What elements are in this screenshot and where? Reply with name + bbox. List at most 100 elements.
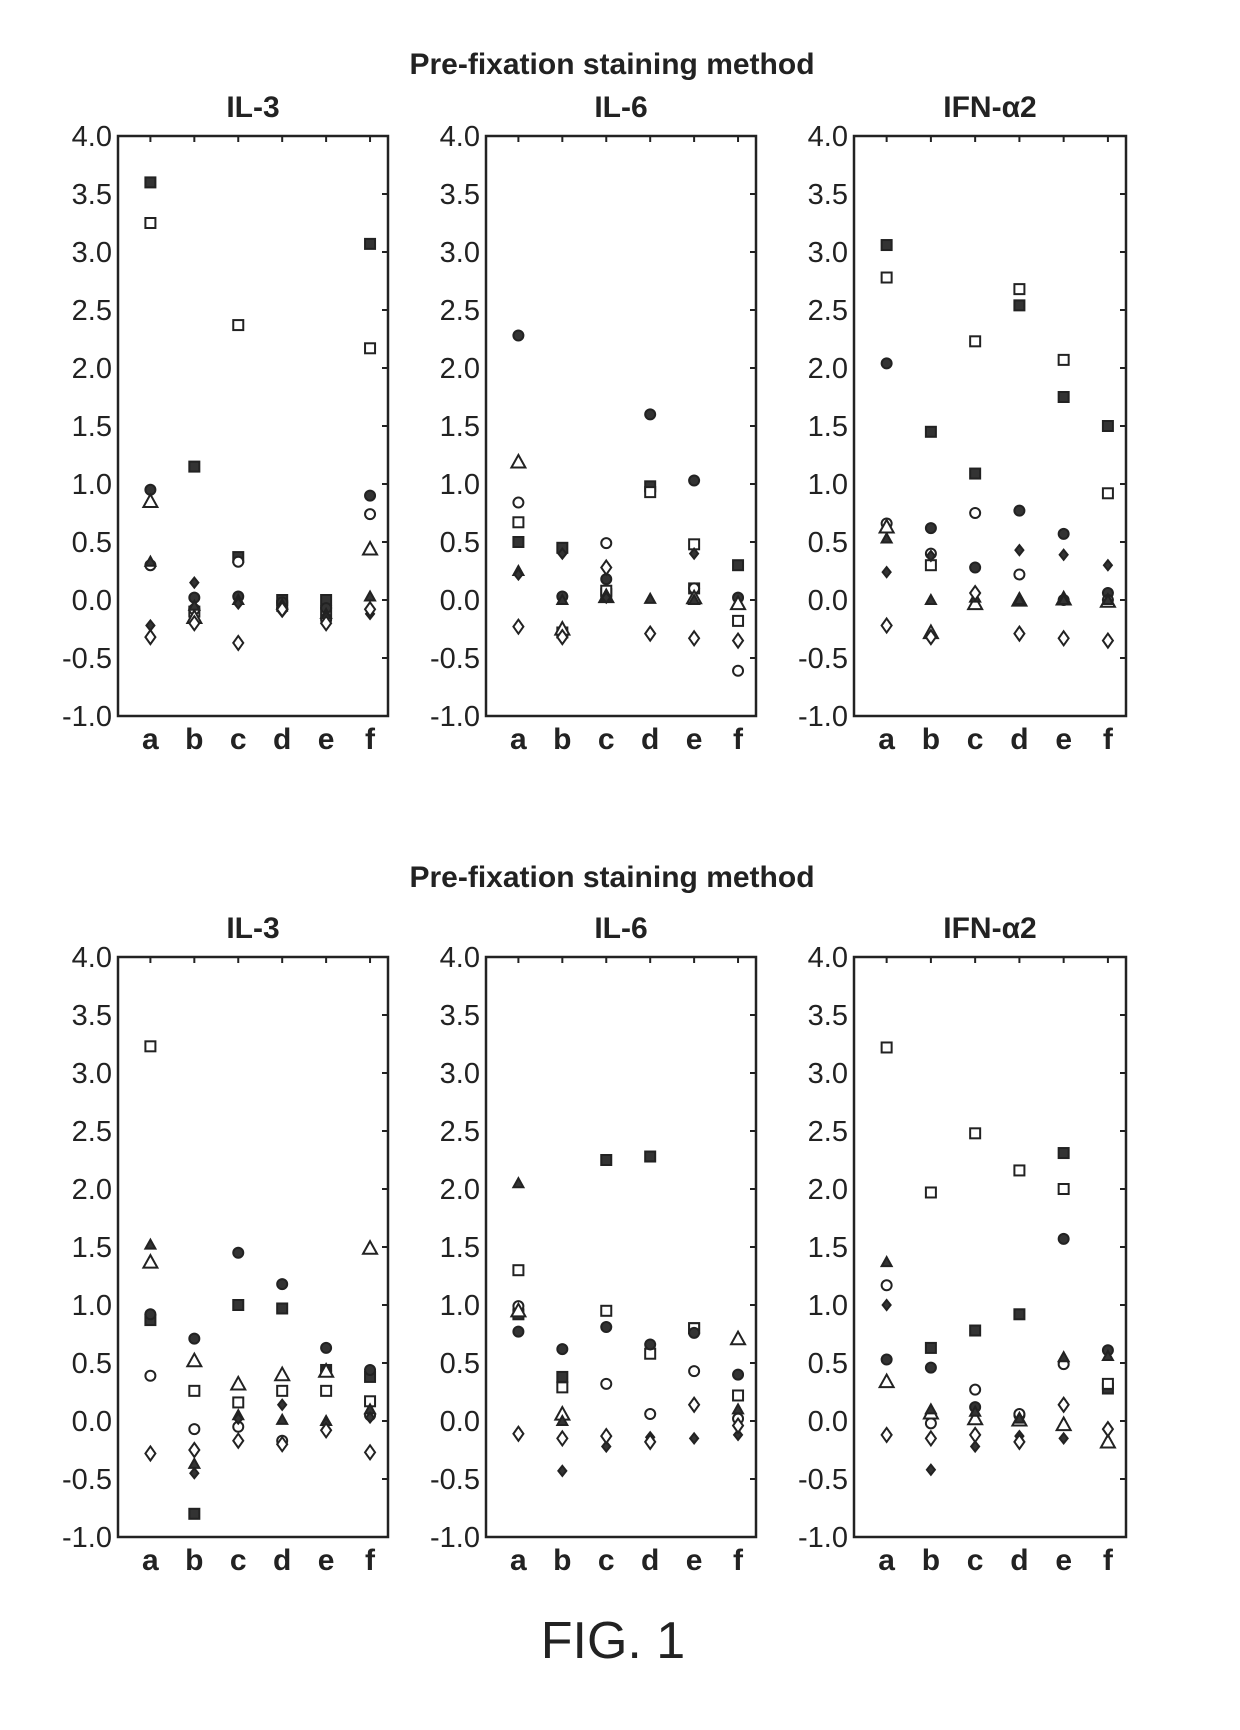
point-open-diamond: [601, 561, 611, 575]
point-open-square: [645, 487, 655, 497]
x-tick-label: e: [1055, 723, 1072, 756]
point-filled-circle: [926, 1363, 936, 1373]
y-tick-label: 0.5: [72, 527, 112, 559]
point-filled-circle: [882, 1355, 892, 1365]
point-filled-diamond: [927, 1465, 935, 1475]
point-open-triangle: [275, 1368, 289, 1381]
panel-title: IFN-α2: [943, 912, 1036, 945]
point-filled-square: [189, 462, 199, 472]
point-open-square: [513, 1265, 523, 1275]
point-open-square: [1059, 355, 1069, 365]
x-tick-label: a: [878, 1544, 895, 1577]
point-filled-square: [1059, 1148, 1069, 1158]
point-filled-triangle: [645, 594, 655, 603]
y-tick-label: 1.0: [808, 469, 848, 501]
point-open-square: [733, 1390, 743, 1400]
y-tick-label: 2.5: [72, 295, 112, 327]
point-filled-triangle: [733, 1404, 743, 1413]
point-filled-diamond: [883, 567, 891, 577]
x-tick-label: f: [365, 723, 376, 756]
point-filled-circle: [365, 491, 375, 501]
point-open-square: [321, 1386, 331, 1396]
point-open-square: [970, 336, 980, 346]
x-tick-label: b: [185, 723, 203, 756]
x-tick-label: e: [686, 723, 703, 756]
panel-3: IFN-α24.03.53.02.52.01.51.00.50.0-0.5-1.…: [798, 91, 1126, 756]
plot-frame: [486, 957, 756, 1537]
point-open-square: [1103, 1379, 1113, 1389]
x-tick-label: c: [230, 723, 247, 756]
point-filled-circle: [733, 1370, 743, 1380]
y-tick-label: -1.0: [62, 701, 112, 733]
point-open-circle: [189, 1424, 199, 1434]
y-tick-label: 1.0: [440, 1290, 480, 1322]
point-filled-square: [970, 1326, 980, 1336]
point-filled-square: [601, 1155, 611, 1165]
point-open-circle: [882, 1280, 892, 1290]
y-tick-label: 2.5: [808, 1116, 848, 1148]
x-tick-label: d: [1010, 1544, 1028, 1577]
x-tick-label: b: [185, 1544, 203, 1577]
point-filled-square: [1014, 300, 1024, 310]
point-filled-circle: [882, 358, 892, 368]
plot-frame: [118, 957, 388, 1537]
point-open-diamond: [1103, 1422, 1113, 1436]
y-tick-label: 1.0: [72, 469, 112, 501]
point-open-diamond: [689, 1398, 699, 1412]
panel-title: IL-3: [226, 912, 279, 945]
y-tick-label: 4.0: [808, 121, 848, 153]
point-filled-triangle: [189, 1459, 199, 1468]
point-open-diamond: [926, 1431, 936, 1445]
point-open-triangle: [363, 542, 377, 555]
point-filled-circle: [1059, 1234, 1069, 1244]
point-filled-triangle: [145, 1240, 155, 1249]
point-filled-square: [1059, 392, 1069, 402]
point-open-square: [557, 1382, 567, 1392]
point-open-diamond: [689, 631, 699, 645]
y-tick-label: 1.5: [808, 1232, 848, 1264]
x-tick-label: a: [510, 723, 527, 756]
point-filled-circle: [601, 1322, 611, 1332]
point-open-square: [189, 1386, 199, 1396]
x-tick-label: f: [1103, 1544, 1114, 1577]
point-open-diamond: [557, 1431, 567, 1445]
x-tick-label: f: [1103, 723, 1114, 756]
x-tick-label: e: [318, 1544, 335, 1577]
point-filled-triangle: [926, 1404, 936, 1413]
y-tick-label: 0.0: [72, 585, 112, 617]
y-tick-label: -1.0: [798, 701, 848, 733]
point-filled-square: [557, 1372, 567, 1382]
panel-2: IL-64.03.53.02.52.01.51.00.50.0-0.5-1.0a…: [430, 91, 756, 756]
point-open-square: [233, 1397, 243, 1407]
point-open-triangle: [731, 1332, 745, 1345]
point-open-square: [145, 1041, 155, 1051]
point-filled-circle: [557, 1344, 567, 1354]
y-tick-label: 1.5: [72, 1232, 112, 1264]
point-open-square: [882, 1042, 892, 1052]
point-filled-triangle: [882, 534, 892, 543]
point-filled-diamond: [1060, 1433, 1068, 1443]
point-open-square: [365, 343, 375, 353]
x-tick-label: e: [686, 1544, 703, 1577]
point-filled-square: [277, 1303, 287, 1313]
y-tick-label: -0.5: [62, 643, 112, 675]
point-open-square: [1059, 1184, 1069, 1194]
x-tick-label: c: [598, 1544, 615, 1577]
y-tick-label: 3.0: [440, 1058, 480, 1090]
point-filled-square: [189, 1509, 199, 1519]
x-tick-label: c: [967, 1544, 984, 1577]
y-tick-label: 1.5: [72, 411, 112, 443]
y-tick-label: 2.0: [72, 1174, 112, 1206]
point-open-square: [277, 1386, 287, 1396]
point-open-circle: [601, 1379, 611, 1389]
point-filled-circle: [513, 331, 523, 341]
point-filled-diamond: [190, 578, 198, 588]
point-open-square: [513, 517, 523, 527]
y-tick-label: 0.0: [808, 585, 848, 617]
point-filled-triangle: [882, 1257, 892, 1266]
panel-title: IL-6: [594, 91, 647, 124]
point-open-circle: [970, 1385, 980, 1395]
y-tick-label: 1.0: [440, 469, 480, 501]
point-open-diamond: [233, 636, 243, 650]
y-tick-label: 2.5: [72, 1116, 112, 1148]
